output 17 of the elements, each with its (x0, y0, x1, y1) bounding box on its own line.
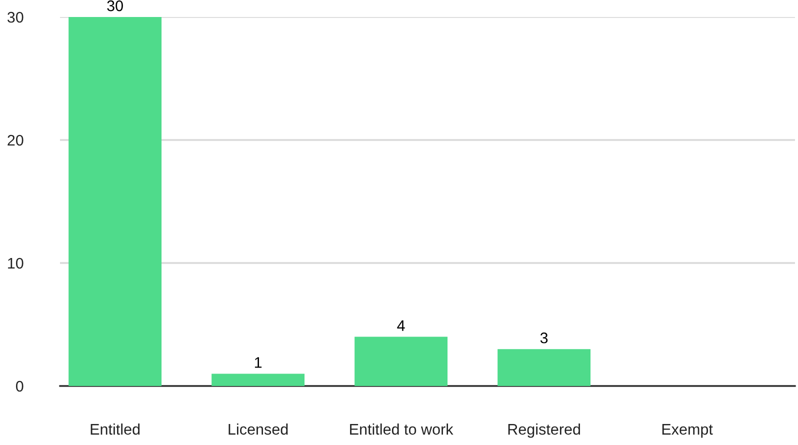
y-tick-label: 30 (7, 12, 24, 23)
data-label: 4 (397, 320, 405, 331)
bar (68, 17, 162, 386)
y-tick-label: 10 (8, 258, 24, 269)
bar (498, 349, 591, 386)
y-tick-label: 20 (8, 134, 24, 146)
x-tick-label: Registered (508, 424, 580, 438)
data-label: 30 (107, 0, 123, 12)
data-label: 1 (254, 357, 262, 368)
y-tick-label: 0 (16, 380, 24, 392)
x-tick-label: Exempt (662, 424, 713, 438)
x-tick-label: Licensed (228, 424, 288, 435)
bar (212, 374, 305, 386)
x-tick-label: Entitled (90, 424, 140, 435)
data-label: 3 (540, 332, 548, 344)
x-tick-label: Entitled to work (350, 424, 454, 435)
bar (354, 336, 448, 386)
